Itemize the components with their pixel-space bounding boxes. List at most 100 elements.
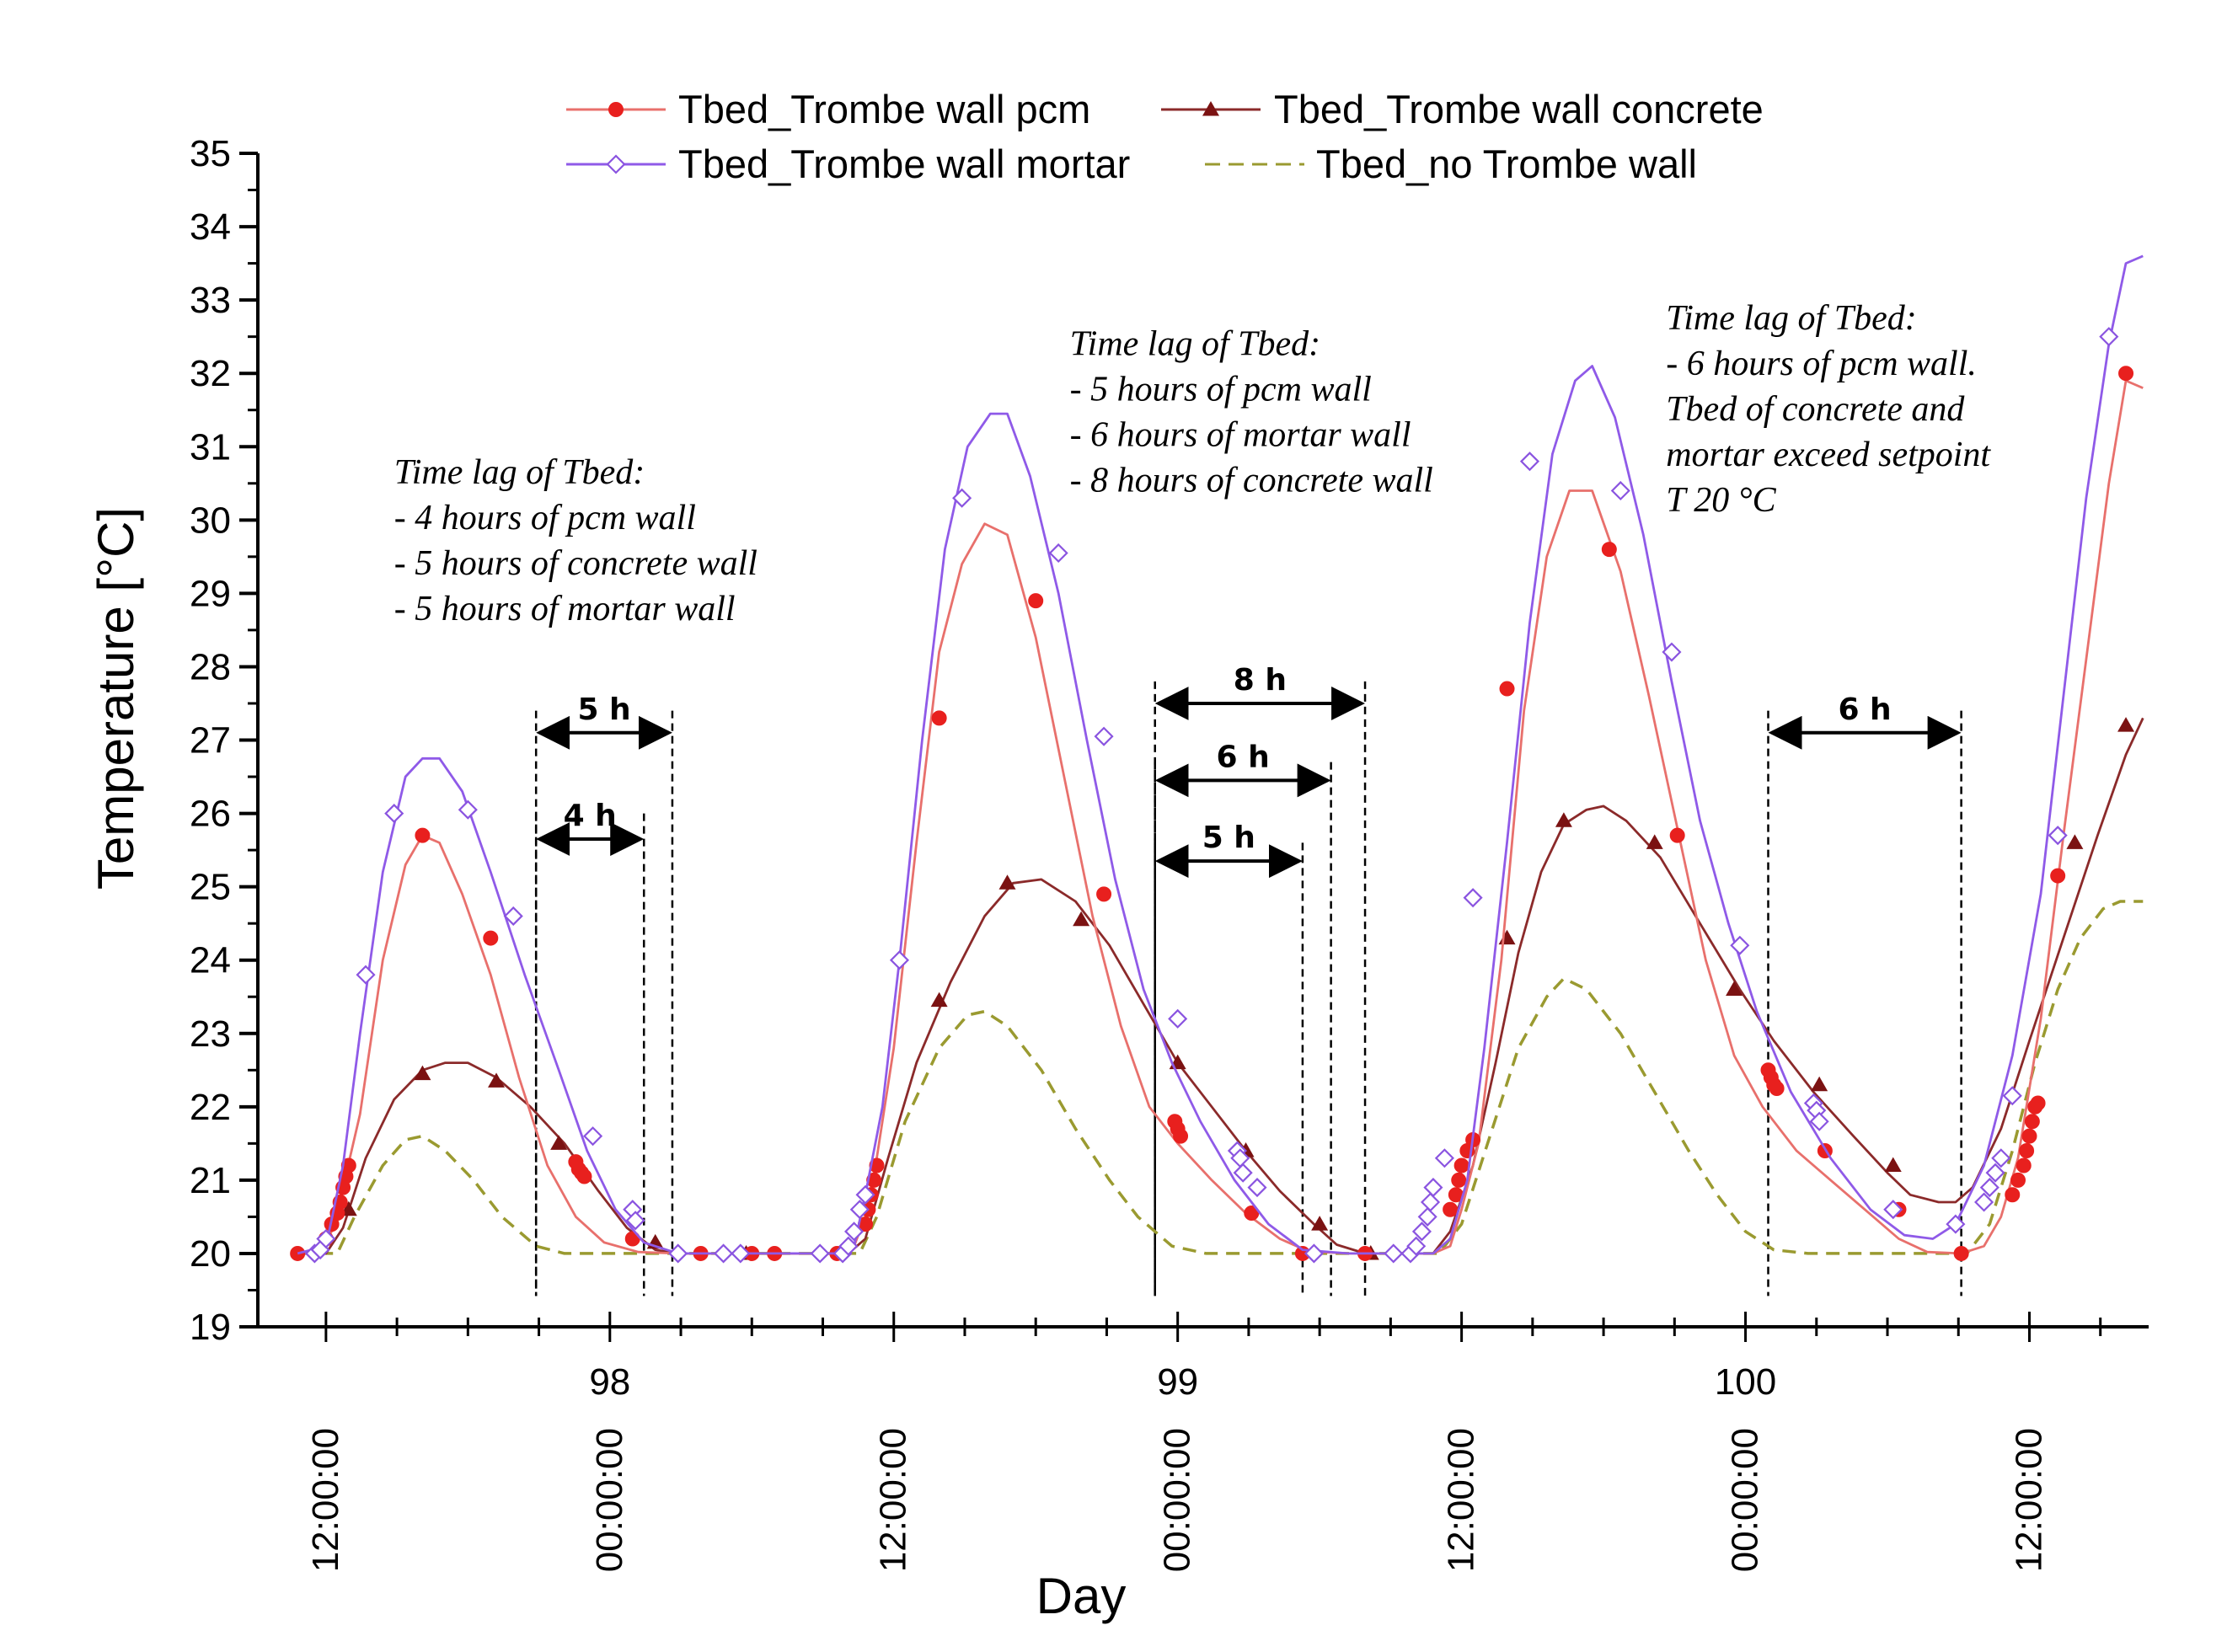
x-time-tick-label: 00:00:00	[589, 1428, 630, 1572]
time-lag-label: 5 h	[1202, 821, 1255, 855]
data-point	[414, 1065, 431, 1081]
data-point	[550, 1135, 568, 1150]
time-lag-label: 6 h	[1838, 692, 1891, 727]
legend-swatch-marker	[1202, 101, 1219, 116]
y-tick-label: 30	[190, 500, 231, 541]
series-2	[297, 254, 2144, 1264]
y-tick-label: 28	[190, 646, 231, 687]
data-point	[488, 1072, 506, 1088]
data-point	[2021, 1128, 2037, 1144]
data-point	[1991, 1148, 2011, 1168]
plot-series	[290, 254, 2144, 1264]
data-point	[1463, 888, 1483, 908]
data-point	[1884, 1157, 1902, 1172]
data-point	[889, 950, 910, 970]
y-tick-label: 27	[190, 720, 231, 762]
time-lag-label: 4 h	[564, 799, 617, 833]
annotation-text: Time lag of Tbed: - 4 hours of pcm wall - …	[394, 453, 758, 628]
data-point	[1311, 1216, 1329, 1231]
data-point	[1979, 1178, 1999, 1198]
data-point	[1601, 542, 1617, 558]
legend-entry: Tbed_no Trombe wall	[1205, 142, 1697, 186]
data-point	[1247, 1178, 1267, 1198]
x-time-tick-label: 00:00:00	[1725, 1428, 1766, 1572]
y-tick-label: 20	[190, 1233, 231, 1275]
data-point	[810, 1243, 830, 1264]
legend-label: Tbed_no Trombe wall	[1316, 142, 1697, 186]
data-point	[2117, 717, 2135, 732]
annotation-line: Time lag of Tbed:	[1070, 324, 1321, 363]
data-point	[1610, 480, 1630, 501]
legend-swatch-marker	[606, 154, 626, 174]
data-point	[340, 1157, 356, 1174]
legend-label: Tbed_Trombe wall pcm	[678, 87, 1090, 131]
data-point	[503, 906, 523, 927]
data-point	[458, 799, 478, 820]
data-point	[576, 1168, 592, 1184]
data-point	[625, 1211, 645, 1231]
data-point	[1883, 1200, 1903, 1220]
data-point	[583, 1126, 603, 1147]
x-day-tick-label: 98	[589, 1361, 630, 1403]
data-point	[869, 1157, 885, 1174]
data-point	[1646, 834, 1663, 849]
data-point	[1434, 1148, 1454, 1168]
annotation-line: - 6 hours of pcm wall.	[1666, 345, 1977, 383]
axes: 19 20 21 22 23 24 25 26 27 28 29 30 31 32 33 34 35 98 99 10…	[190, 133, 2149, 1572]
data-point	[483, 930, 499, 946]
legend-swatch-marker	[608, 102, 624, 117]
data-point	[1985, 1163, 2005, 1183]
y-tick-label: 26	[190, 794, 231, 835]
data-point	[1420, 1192, 1441, 1212]
y-tick-label: 24	[190, 940, 231, 981]
annotation-line: - 8 hours of concrete wall	[1070, 461, 1433, 500]
data-point	[1453, 1157, 1469, 1174]
data-point	[714, 1243, 734, 1264]
y-tick-label: 21	[190, 1160, 231, 1201]
legend-label: Tbed_Trombe wall concrete	[1274, 87, 1764, 131]
annotation-line: Time lag of Tbed:	[1666, 299, 1917, 338]
annotation-text: Time lag of Tbed: - 6 hours of pcm wall. T…	[1666, 299, 1991, 520]
annotations: Time lag of Tbed: - 4 hours of pcm wall - …	[394, 299, 1992, 628]
data-point	[316, 1228, 336, 1249]
time-lag-label: 8 h	[1234, 663, 1287, 698]
annotation-line: - 4 hours of pcm wall	[394, 499, 696, 537]
data-point	[2002, 1086, 2022, 1106]
data-point	[1094, 726, 1114, 746]
data-point	[1669, 827, 1685, 843]
data-point	[1406, 1236, 1427, 1256]
annotation-line: Time lag of Tbed:	[394, 453, 645, 492]
data-point	[1233, 1163, 1253, 1183]
x-time-tick-label: 12:00:00	[2008, 1428, 2049, 1572]
legend-entry: Tbed_Trombe wall mortar	[566, 142, 1130, 186]
time-lag-label: 5 h	[577, 692, 630, 727]
data-point	[1168, 1008, 1188, 1029]
x-day-tick-label: 99	[1157, 1361, 1198, 1403]
data-point	[2050, 868, 2066, 884]
legend-entry: Tbed_Trombe wall pcm	[566, 87, 1090, 131]
data-point	[998, 874, 1016, 890]
data-point	[2005, 1187, 2021, 1203]
data-point	[2030, 1095, 2046, 1111]
data-point	[2019, 1143, 2035, 1159]
data-point	[2099, 327, 2119, 347]
data-point	[1974, 1192, 1994, 1212]
y-tick-label: 19	[190, 1307, 231, 1348]
data-point	[1730, 935, 1750, 955]
series-3	[297, 900, 2144, 1255]
annotation-line: T 20 °C	[1666, 481, 1776, 520]
data-point	[2010, 1172, 2026, 1188]
data-point	[2048, 826, 2068, 846]
data-point	[855, 1184, 875, 1205]
data-point	[1946, 1214, 1966, 1234]
data-point	[1499, 681, 1515, 697]
data-point	[1048, 543, 1068, 564]
annotation-line: - 5 hours of pcm wall	[1070, 370, 1372, 409]
y-tick-label: 31	[190, 426, 231, 468]
annotation-line: - 6 hours of mortar wall	[1070, 415, 1411, 454]
legend: Tbed_Trombe wall pcm Tbed_Trombe wall con…	[566, 87, 1764, 186]
annotation-text: Time lag of Tbed: - 5 hours of pcm wall - …	[1070, 324, 1433, 500]
data-point	[1953, 1245, 1969, 1261]
data-point	[844, 1222, 865, 1242]
